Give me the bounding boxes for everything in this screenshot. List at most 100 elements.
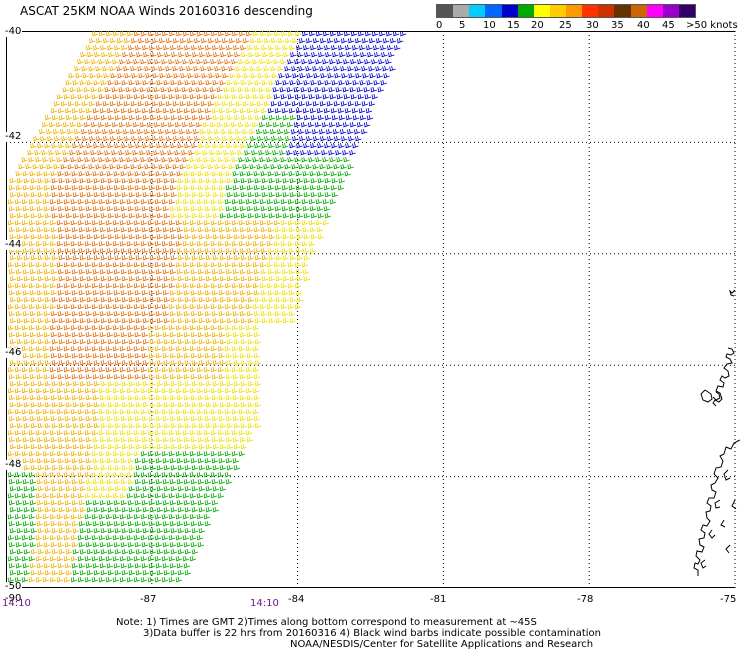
wind-barb [128,506,136,513]
wind-barb [274,226,282,233]
wind-barb [123,100,131,107]
wind-barb [43,226,51,233]
wind-barb [37,233,45,240]
wind-barb [71,436,79,443]
wind-barb [347,65,354,72]
wind-barb [240,114,248,121]
wind-barb [7,471,15,478]
wind-barb [106,184,114,191]
wind-barb [357,93,365,100]
wind-barb [183,268,191,275]
wind-barb [184,569,192,576]
wind-barb [182,513,190,520]
wind-barb [76,149,83,156]
wind-barb [295,107,303,114]
wind-barb [16,177,24,184]
wind-barb [77,513,85,520]
wind-barb [85,184,93,191]
wind-barb [195,121,203,128]
wind-barb [132,121,140,128]
wind-barb [163,422,171,429]
colorbar-swatch-6 [533,5,550,17]
wind-barb [171,128,179,135]
wind-barb [182,58,189,65]
wind-barb [59,128,67,135]
wind-barb [23,338,31,345]
wind-barb [92,373,100,380]
wind-barb [265,121,273,128]
wind-barb [198,317,206,324]
wind-barb [372,44,380,51]
wind-barb [56,429,64,436]
wind-barb [15,289,23,296]
wind-barb [275,212,283,219]
wind-barb [63,513,71,520]
wind-barb [279,149,286,156]
wind-barb [370,86,377,93]
wind-barb [302,107,310,114]
wind-barb [28,555,36,562]
wind-barb [196,534,204,541]
wind-barb [105,198,113,205]
wind-barb [292,135,299,142]
wind-barb [89,135,96,142]
wind-barb [133,408,141,415]
wind-barb [326,65,333,72]
wind-barb [223,86,230,93]
wind-barb [190,331,198,338]
wind-barb [119,198,127,205]
wind-barb [169,499,177,506]
wind-barb [240,422,248,429]
wind-barb [340,163,347,170]
wind-barb [98,303,106,310]
wind-barb [162,268,170,275]
wind-barb [177,254,185,261]
wind-barb [242,100,250,107]
wind-barb [247,380,255,387]
colorbar-swatch-9 [582,5,599,17]
wind-barb [232,44,240,51]
wind-barb [189,408,197,415]
wind-barb [142,380,150,387]
wind-barb [7,366,15,373]
wind-barb [295,184,303,191]
wind-barb [330,107,338,114]
wind-barb [85,107,93,114]
wind-barb [349,86,356,93]
wind-barb [107,142,114,149]
wind-barb [58,114,66,121]
wind-barb [81,163,88,170]
wind-barb [221,37,229,44]
wind-barb [140,30,148,37]
wind-barb [297,51,304,58]
wind-barb [72,317,80,324]
wind-barb [309,226,317,233]
wind-barb [113,184,121,191]
wind-barb [196,261,204,268]
wind-barb [56,555,64,562]
wind-barb [253,373,261,380]
wind-barb [274,107,282,114]
wind-barb [36,268,44,275]
wind-barb [126,198,134,205]
wind-barb [99,457,107,464]
wind-barb [78,226,86,233]
wind-barb [15,562,23,569]
wind-barb [86,401,94,408]
wind-barb [190,289,198,296]
wind-barb [42,282,50,289]
wind-barb [22,499,30,506]
wind-barb [98,345,106,352]
wind-barb [21,387,29,394]
wind-barb [76,86,83,93]
wind-barb [226,443,234,450]
wind-barb [311,51,318,58]
wind-barb [182,534,190,541]
wind-barb [282,191,290,198]
wind-barb [142,527,150,534]
wind-barb [232,268,240,275]
wind-barb [184,296,192,303]
wind-barb [379,44,387,51]
wind-barb [301,156,308,163]
wind-barb [204,170,211,177]
